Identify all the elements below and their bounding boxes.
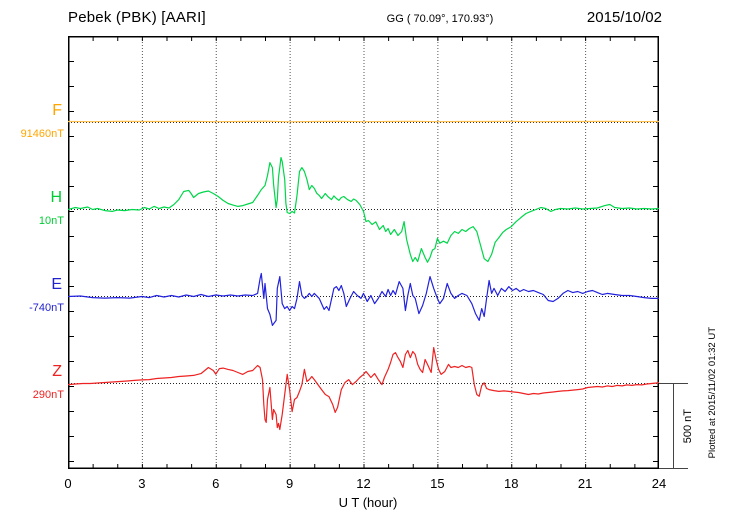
series-letter-Z: Z <box>52 363 62 380</box>
x-tick-label-0: 0 <box>64 476 72 491</box>
x-tick-label-6: 6 <box>212 476 220 491</box>
trace-E <box>68 272 659 326</box>
scale-bar-vertical-line <box>673 383 674 469</box>
plot-canvas <box>68 36 659 469</box>
series-baseline-value-F: 91460nT <box>20 128 64 140</box>
series-baseline-value-E: -740nT <box>29 302 64 314</box>
series-letter-H: H <box>50 189 62 206</box>
x-tick-label-21: 21 <box>577 476 593 491</box>
trace-F <box>68 120 659 123</box>
station-title: Pebek (PBK) [AARI] <box>68 9 206 26</box>
series-letter-F: F <box>52 102 62 119</box>
x-tick-label-12: 12 <box>356 476 371 491</box>
scale-bar-bottom-cap <box>659 468 688 469</box>
series-letter-E: E <box>51 276 62 293</box>
x-tick-label-18: 18 <box>504 476 519 491</box>
date-label: 2015/10/02 <box>586 9 662 26</box>
series-baseline-value-Z: 290nT <box>32 389 64 401</box>
series-baseline-value-H: 10nT <box>38 215 64 227</box>
trace-H <box>68 156 659 263</box>
scale-bar-label: 500 nT <box>682 408 694 444</box>
magnetogram-plot <box>68 36 659 469</box>
geographic-coords-label: GG ( 70.09°, 170.93°) <box>386 13 494 25</box>
x-tick-label-9: 9 <box>286 476 294 491</box>
trace-Z <box>68 347 659 431</box>
x-tick-label-15: 15 <box>430 476 445 491</box>
plot-timestamp-note: Plotted at 2015/11/02 01:32 UT <box>707 327 718 459</box>
x-tick-label-3: 3 <box>138 476 146 491</box>
x-axis-label: U T (hour) <box>338 495 398 510</box>
x-tick-label-24: 24 <box>651 476 667 491</box>
